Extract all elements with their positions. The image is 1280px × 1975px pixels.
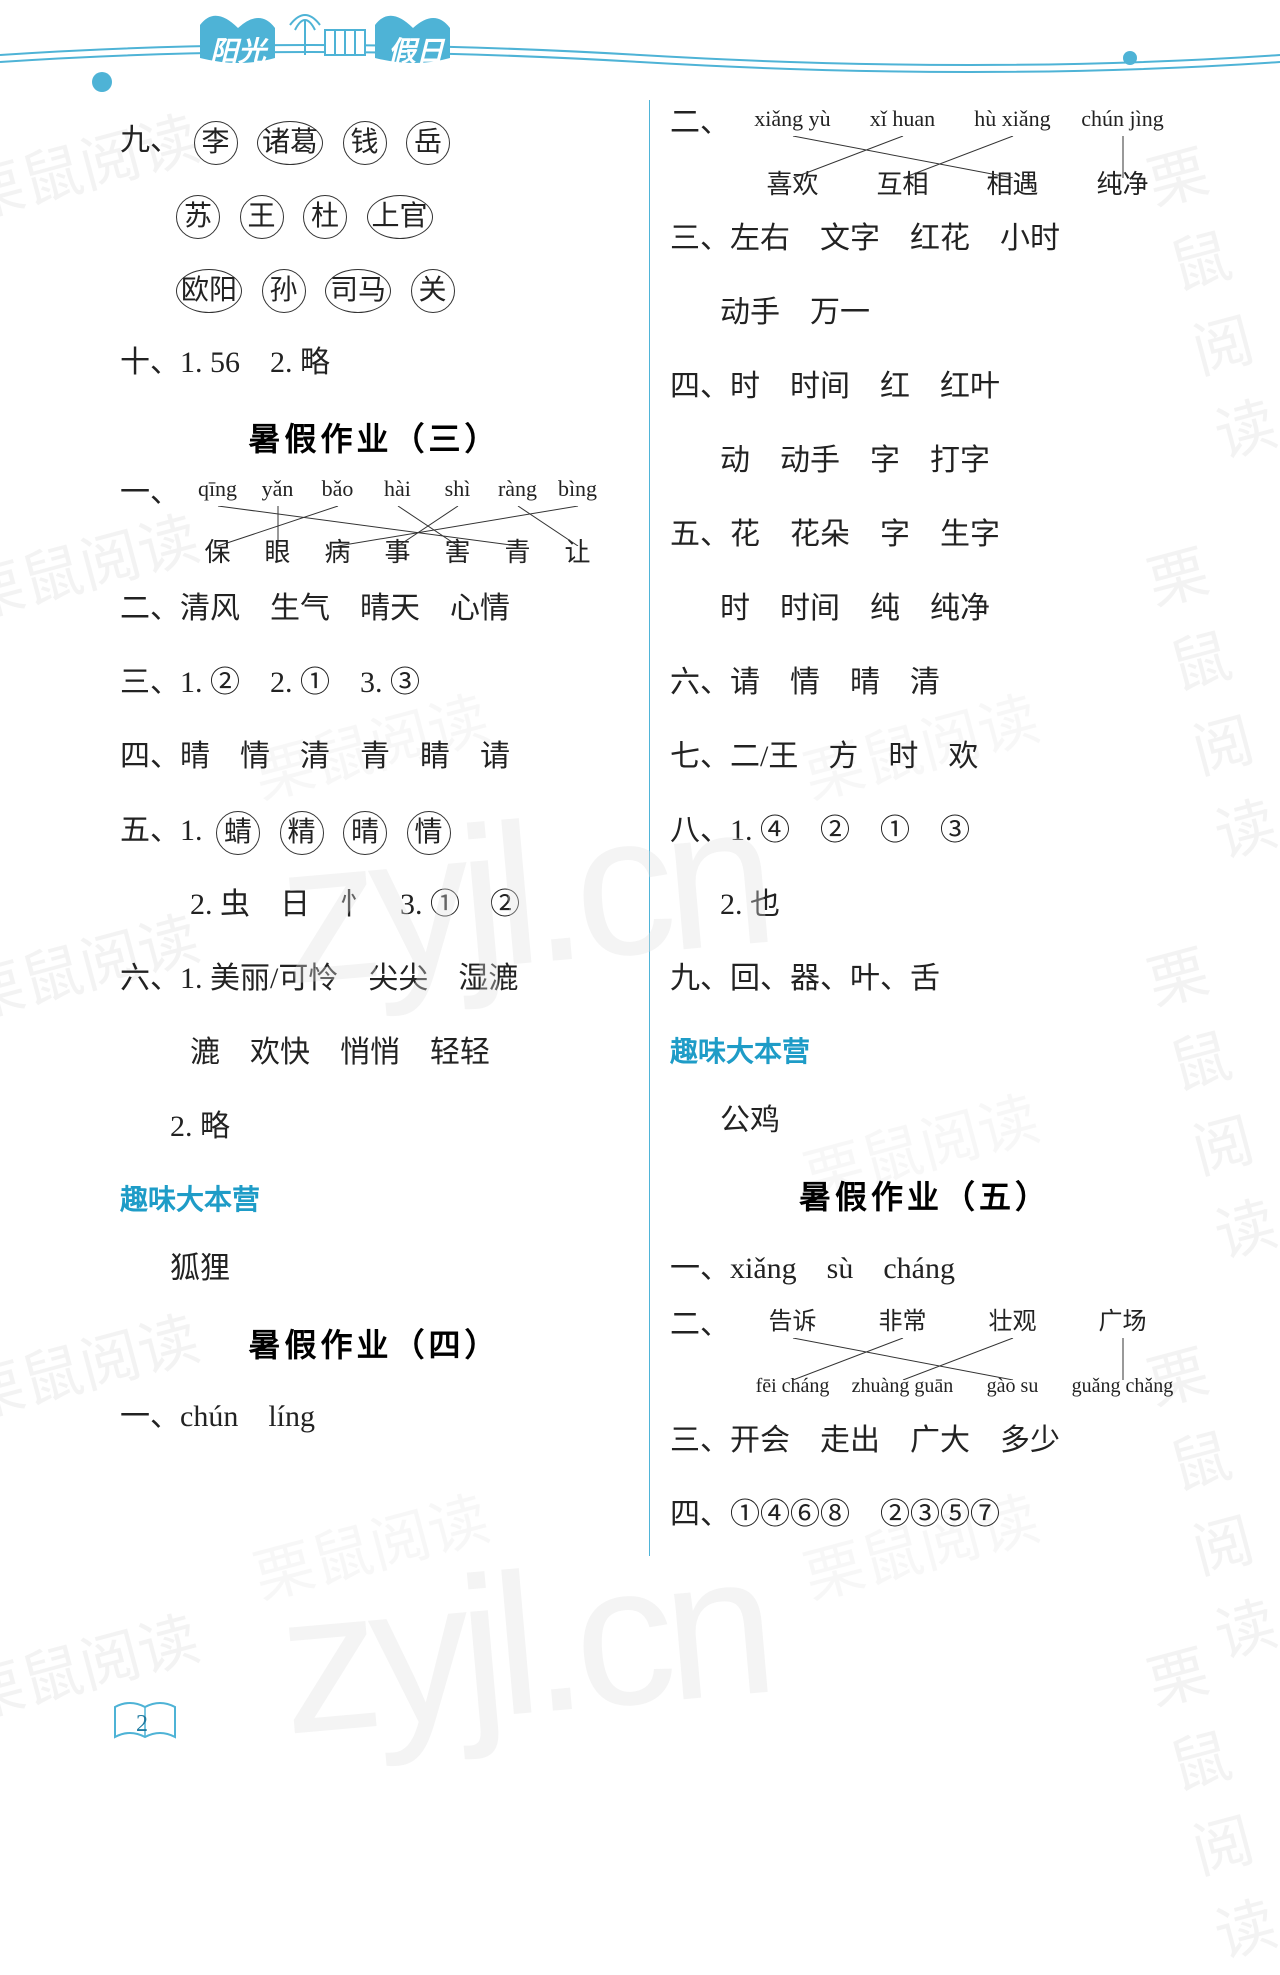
header-title-left: 阳光 [210,30,266,70]
q-label: 二、 [670,108,730,138]
pinyin: xiǎng yù [738,108,848,130]
right-q2: 二、 xiǎng yù xǐ huan hù xiǎng chún jìng 喜… [670,108,1180,198]
right-q5-1: 五、花 花朵 字 生字 [670,502,1180,568]
page-number: 2 [136,1711,148,1738]
circled-char: 蜻 [216,811,260,855]
q9-row1: 九、 李 诸葛 钱 岳 [120,108,629,174]
hanzi: 广场 [1068,1310,1178,1334]
pinyin: ràng [488,478,548,500]
pinyin: xǐ huan [848,108,958,130]
hw5-q2: 二、 告诉 非常 壮观 广场 fēi cháng zhuàng guān [670,1310,1180,1400]
section-title-5: 暑假作业（五） [670,1172,1180,1218]
pinyin: qīng [188,478,248,500]
circled-char: 孙 [262,269,306,313]
q-label: 九、 [120,108,180,174]
right-q3-2: 动手 万一 [670,280,1180,346]
circled-char: 情 [407,811,451,855]
hw3-q5-2: 2. 虫 日 忄 3. ① ② [120,872,629,938]
pinyin: bìng [548,478,608,500]
pinyin: yǎn [248,478,308,500]
hw5-q3: 三、开会 走出 广大 多少 [670,1408,1180,1474]
match-diagram-2: xiǎng yù xǐ huan hù xiǎng chún jìng 喜欢 互… [738,108,1178,198]
right-q6: 六、请 情 晴 清 [670,650,1180,716]
section-title-4: 暑假作业（四） [120,1320,629,1366]
section-title-3: 暑假作业（三） [120,414,629,460]
circled-char: 李 [194,121,238,165]
hw5-q1: 一、xiǎng sù cháng [670,1236,1180,1302]
right-q8-2: 2. 也 [670,872,1180,938]
hanzi: 告诉 [738,1310,848,1334]
circled-char: 杜 [303,195,347,239]
circled-char: 司马 [325,269,391,313]
match-lines [738,136,1178,178]
circled-char: 晴 [343,811,387,855]
content-area: 九、 李 诸葛 钱 岳 苏 王 杜 上官 欧阳 孙 司马 关 十、1. 56 2… [0,100,1280,1556]
right-q7: 七、二/王 方 时 欢 [670,724,1180,790]
circled-char: 上官 [367,195,433,239]
hanzi: 壮观 [958,1310,1068,1334]
circled-char: 钱 [343,121,387,165]
right-q4-1: 四、时 时间 红 红叶 [670,354,1180,420]
header-decoration: 阳光 假日 [0,0,1280,100]
watermark: 栗鼠阅读 [1137,1613,1280,1975]
match-lines [738,1338,1178,1380]
q9-row3: 欧阳 孙 司马 关 [120,256,629,322]
left-column: 九、 李 诸葛 钱 岳 苏 王 杜 上官 欧阳 孙 司马 关 十、1. 56 2… [100,100,650,1556]
pinyin: chún jìng [1068,108,1178,130]
fun-camp-title: 趣味大本营 [120,1178,629,1218]
right-q9: 九、回、器、叶、舌 [670,946,1180,1012]
q-label: 一、 [120,478,180,508]
pinyin: bǎo [308,478,368,500]
hw4-q1: 一、chún líng [120,1384,629,1450]
hw3-q1: 一、 qīng yǎn bǎo hài shì ràng bìng [120,478,629,568]
header-title-right: 假日 [388,30,444,70]
circled-char: 欧阳 [176,269,242,313]
hw3-q6-3: 2. 略 [120,1094,629,1160]
hw3-q3: 三、1. ② 2. ① 3. ③ [120,650,629,716]
fun-answer: 狐狸 [120,1236,629,1302]
right-q8-1: 八、1. ④ ② ① ③ [670,798,1180,864]
hw3-q2: 二、清风 生气 晴天 心情 [120,576,629,642]
right-q5-2: 时 时间 纯 纯净 [670,576,1180,642]
right-column: 二、 xiǎng yù xǐ huan hù xiǎng chún jìng 喜… [650,100,1200,1556]
q10-line: 十、1. 56 2. 略 [120,330,629,396]
page-number-badge: 2 [110,1697,180,1752]
match-diagram-1: qīng yǎn bǎo hài shì ràng bìng [188,478,608,568]
q10-p1: 1. 56 [180,346,240,379]
hanzi: 非常 [848,1310,958,1334]
right-q3-1: 三、左右 文字 红花 小时 [670,206,1180,272]
q10-p2: 2. 略 [270,346,330,379]
pinyin: shì [428,478,488,500]
circled-char: 诸葛 [257,121,323,165]
right-q4-2: 动 动手 字 打字 [670,428,1180,494]
hw3-q5-1: 五、1. 蜻 精 晴 情 [120,798,629,864]
pinyin: hù xiǎng [958,108,1068,130]
hw3-q6-1: 六、1. 美丽/可怜 尖尖 湿漉 [120,946,629,1012]
q9-row2: 苏 王 杜 上官 [120,182,629,248]
q-label: 十、 [120,330,180,396]
hw3-q4: 四、晴 情 清 青 睛 请 [120,724,629,790]
hw3-q6-2: 漉 欢快 悄悄 轻轻 [120,1020,629,1086]
circled-char: 苏 [176,195,220,239]
q-label: 二、 [670,1310,730,1340]
circled-char: 精 [280,811,324,855]
pinyin: hài [368,478,428,500]
hw5-q4: 四、①④⑥⑧ ②③⑤⑦ [670,1482,1180,1548]
fun-answer: 公鸡 [670,1088,1180,1154]
match-diagram-3: 告诉 非常 壮观 广场 fēi cháng zhuàng guān gào su… [738,1310,1178,1400]
fun-camp-title: 趣味大本营 [670,1030,1180,1070]
circled-char: 王 [240,195,284,239]
match-lines [188,506,608,546]
circled-char: 关 [411,269,455,313]
circled-char: 岳 [406,121,450,165]
